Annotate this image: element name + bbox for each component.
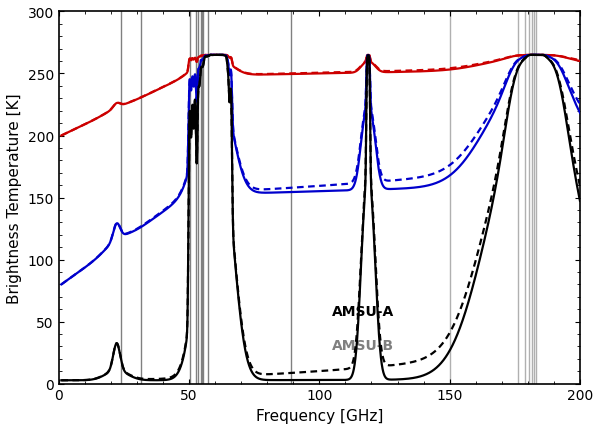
Text: AMSU-A: AMSU-A	[332, 305, 395, 319]
X-axis label: Frequency [GHz]: Frequency [GHz]	[256, 408, 383, 423]
Text: AMSU-B: AMSU-B	[332, 338, 394, 352]
Y-axis label: Brightness Temperature [K]: Brightness Temperature [K]	[7, 93, 22, 303]
